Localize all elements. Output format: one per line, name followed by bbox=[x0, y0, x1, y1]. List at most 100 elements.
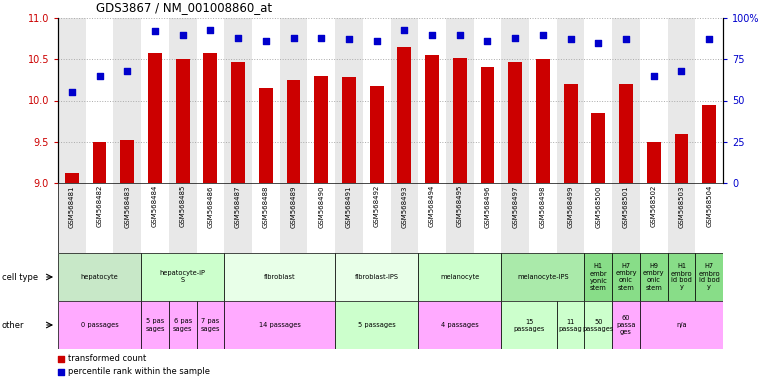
Bar bbox=[224, 18, 252, 183]
Text: 14 passages: 14 passages bbox=[259, 322, 301, 328]
Text: cell type: cell type bbox=[2, 273, 38, 281]
Bar bbox=[564, 84, 578, 183]
Point bbox=[537, 31, 549, 38]
Point bbox=[398, 26, 410, 33]
Bar bbox=[640, 18, 667, 183]
Text: GSM568494: GSM568494 bbox=[429, 185, 435, 227]
Text: hepatocyte-iP
S: hepatocyte-iP S bbox=[160, 270, 205, 283]
Text: GSM568495: GSM568495 bbox=[457, 185, 463, 227]
Bar bbox=[473, 18, 501, 183]
Text: GSM568503: GSM568503 bbox=[679, 185, 684, 228]
Point bbox=[55, 356, 67, 362]
Text: H7
embry
onic
stem: H7 embry onic stem bbox=[616, 263, 637, 291]
Bar bbox=[419, 301, 501, 349]
Bar bbox=[584, 183, 612, 253]
Text: GSM568498: GSM568498 bbox=[540, 185, 546, 228]
Bar bbox=[529, 183, 557, 253]
Text: GSM568486: GSM568486 bbox=[208, 185, 213, 228]
Text: 5 passages: 5 passages bbox=[358, 322, 396, 328]
Bar bbox=[148, 53, 162, 183]
Text: transformed count: transformed count bbox=[68, 354, 146, 363]
Bar bbox=[224, 301, 335, 349]
Bar bbox=[667, 18, 696, 183]
Text: H1
embro
id bod
y: H1 embro id bod y bbox=[670, 263, 693, 291]
Text: H1
embr
yonic
stem: H1 embr yonic stem bbox=[590, 263, 607, 291]
Bar bbox=[370, 86, 384, 183]
Text: GSM568481: GSM568481 bbox=[68, 185, 75, 228]
Text: hepatocyte: hepatocyte bbox=[81, 274, 119, 280]
Bar bbox=[58, 301, 141, 349]
Bar bbox=[696, 253, 723, 301]
Text: GSM568488: GSM568488 bbox=[263, 185, 269, 228]
Bar bbox=[141, 253, 224, 301]
Bar bbox=[640, 301, 723, 349]
Point bbox=[343, 36, 355, 43]
Bar bbox=[363, 183, 390, 253]
Bar bbox=[667, 253, 696, 301]
Text: GSM568500: GSM568500 bbox=[595, 185, 601, 228]
Bar bbox=[501, 183, 529, 253]
Bar bbox=[619, 84, 633, 183]
Bar bbox=[584, 301, 612, 349]
Text: melanocyte: melanocyte bbox=[440, 274, 479, 280]
Text: GSM568496: GSM568496 bbox=[485, 185, 491, 228]
Text: 15
passages: 15 passages bbox=[514, 318, 545, 331]
Text: GSM568483: GSM568483 bbox=[124, 185, 130, 228]
Bar bbox=[196, 183, 224, 253]
Bar bbox=[584, 18, 612, 183]
Bar bbox=[557, 183, 584, 253]
Bar bbox=[307, 18, 335, 183]
Bar bbox=[224, 253, 335, 301]
Bar bbox=[335, 18, 363, 183]
Bar bbox=[196, 301, 224, 349]
Text: 11
passag: 11 passag bbox=[559, 318, 582, 331]
Bar bbox=[480, 68, 495, 183]
Text: other: other bbox=[2, 321, 24, 329]
Bar bbox=[307, 183, 335, 253]
Bar bbox=[557, 18, 584, 183]
Bar bbox=[279, 18, 307, 183]
Bar bbox=[58, 18, 86, 183]
Point bbox=[371, 38, 383, 44]
Bar bbox=[584, 253, 612, 301]
Bar bbox=[674, 134, 689, 183]
Bar bbox=[342, 78, 356, 183]
Bar bbox=[591, 113, 605, 183]
Text: GSM568487: GSM568487 bbox=[235, 185, 241, 228]
Bar bbox=[231, 62, 245, 183]
Point bbox=[620, 36, 632, 43]
Bar bbox=[508, 62, 522, 183]
Text: GSM568504: GSM568504 bbox=[706, 185, 712, 227]
Text: GSM568499: GSM568499 bbox=[568, 185, 574, 228]
Bar bbox=[141, 183, 169, 253]
Text: GSM568493: GSM568493 bbox=[401, 185, 407, 228]
Bar bbox=[169, 301, 196, 349]
Bar bbox=[141, 18, 169, 183]
Bar bbox=[390, 183, 419, 253]
Point bbox=[426, 31, 438, 38]
Bar bbox=[397, 47, 411, 183]
Bar bbox=[120, 140, 134, 183]
Bar bbox=[501, 253, 584, 301]
Bar bbox=[169, 18, 196, 183]
Text: H9
embry
onic
stem: H9 embry onic stem bbox=[643, 263, 664, 291]
Point bbox=[94, 73, 106, 79]
Text: melanocyte-IPS: melanocyte-IPS bbox=[517, 274, 568, 280]
Point bbox=[592, 40, 604, 46]
Bar bbox=[696, 183, 723, 253]
Text: GSM568502: GSM568502 bbox=[651, 185, 657, 227]
Bar bbox=[93, 142, 107, 183]
Bar bbox=[259, 88, 272, 183]
Bar bbox=[390, 18, 419, 183]
Point bbox=[509, 35, 521, 41]
Point bbox=[204, 26, 216, 33]
Point bbox=[648, 73, 660, 79]
Text: GSM568497: GSM568497 bbox=[512, 185, 518, 228]
Text: percentile rank within the sample: percentile rank within the sample bbox=[68, 367, 210, 376]
Text: GSM568492: GSM568492 bbox=[374, 185, 380, 227]
Bar bbox=[203, 53, 218, 183]
Bar bbox=[647, 142, 661, 183]
Bar bbox=[536, 59, 550, 183]
Point bbox=[288, 35, 300, 41]
Text: GSM568482: GSM568482 bbox=[97, 185, 103, 227]
